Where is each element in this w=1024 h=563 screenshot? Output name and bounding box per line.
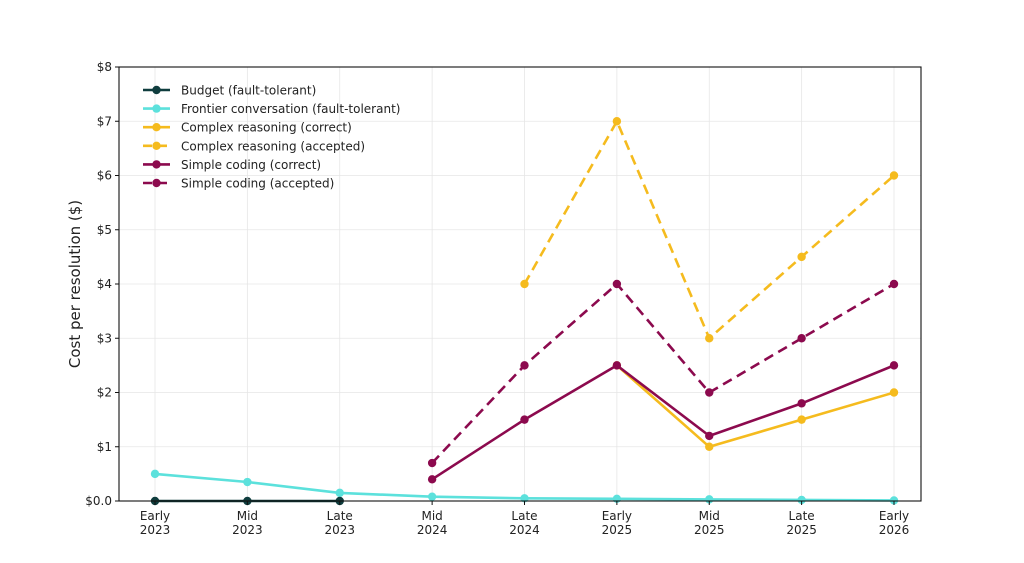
- data-point: [427, 458, 437, 468]
- series-3: [520, 117, 899, 343]
- data-point: [520, 361, 529, 370]
- x-tick-label: Mid 2025: [694, 509, 725, 537]
- series-line: [431, 282, 895, 464]
- x-tick-label-line: 2024: [417, 523, 448, 537]
- y-tick-label: $8: [97, 60, 112, 74]
- x-tick-label: Early 2025: [602, 509, 633, 537]
- x-tick-label-line: 2025: [694, 523, 725, 537]
- data-point: [150, 469, 160, 479]
- series-5: [427, 279, 899, 468]
- legend-swatch-marker: [152, 123, 161, 132]
- data-point: [612, 361, 622, 370]
- data-point: [797, 415, 806, 424]
- data-point: [889, 388, 899, 397]
- x-tick-label-line: 2023: [324, 523, 355, 537]
- data-point: [797, 399, 806, 408]
- y-tick-label: $1: [97, 440, 112, 454]
- x-tick-label-line: 2026: [879, 523, 910, 537]
- data-point: [612, 117, 622, 126]
- data-point: [520, 279, 529, 289]
- y-tick-label: $4: [97, 277, 112, 291]
- legend-label: Simple coding (correct): [181, 158, 321, 172]
- data-point: [797, 252, 806, 262]
- legend-item: Simple coding (accepted): [143, 177, 334, 191]
- legend-swatch-marker: [152, 160, 161, 169]
- legend-swatch-marker: [152, 141, 161, 150]
- x-tick-label-line: Early: [602, 509, 632, 523]
- y-tick-label: $6: [97, 169, 112, 183]
- x-tick-label-line: Mid: [421, 509, 442, 523]
- data-point: [797, 495, 806, 505]
- x-tick-label-line: Mid: [237, 509, 258, 523]
- x-tick-label: Late 2024: [509, 509, 540, 537]
- x-tick-label: Mid 2024: [417, 509, 448, 537]
- x-tick-label-line: Early: [879, 509, 909, 523]
- legend-swatch-marker: [152, 85, 161, 95]
- y-tick-label: $3: [97, 331, 112, 345]
- x-tick-label-line: Late: [327, 509, 353, 523]
- data-point: [797, 334, 806, 343]
- legend-label: Budget (fault-tolerant): [181, 84, 316, 98]
- y-tick-label: $5: [97, 223, 112, 237]
- legend-swatch-marker: [152, 104, 161, 113]
- data-point: [705, 388, 714, 397]
- x-tick-label-line: Late: [511, 509, 537, 523]
- legend-item: Simple coding (correct): [143, 158, 321, 172]
- legend-label: Complex reasoning (correct): [181, 121, 352, 135]
- data-point: [335, 488, 344, 498]
- x-tick-label-line: Late: [789, 509, 815, 523]
- x-tick-label-line: 2024: [509, 523, 540, 537]
- x-tick-label-line: Early: [140, 509, 170, 523]
- x-tick-label-line: 2023: [232, 523, 263, 537]
- legend-label: Simple coding (accepted): [181, 177, 334, 191]
- series-4: [427, 361, 899, 484]
- series-line: [616, 364, 895, 449]
- legend-item: Frontier conversation (fault-tolerant): [143, 102, 400, 116]
- x-tick-label-line: Mid: [699, 509, 720, 523]
- legend-label: Frontier conversation (fault-tolerant): [181, 102, 400, 116]
- data-point: [705, 334, 714, 343]
- series-lines: [150, 117, 899, 506]
- data-point: [705, 431, 714, 441]
- data-point: [520, 494, 529, 503]
- data-point: [612, 279, 622, 289]
- data-point: [427, 475, 437, 484]
- series-line: [431, 364, 895, 481]
- legend-label: Complex reasoning (accepted): [181, 139, 365, 153]
- x-tick-label: Late 2025: [786, 509, 817, 537]
- data-point: [889, 171, 899, 180]
- data-point: [520, 415, 529, 424]
- data-point: [889, 361, 899, 370]
- y-axis: $0.0 $1 $2 $3 $4 $5 $6 $7 $8: [85, 60, 119, 508]
- y-axis-title: Cost per resolution ($): [66, 200, 84, 368]
- x-tick-label-line: 2023: [140, 523, 171, 537]
- data-point: [889, 279, 899, 289]
- y-tick-label: $7: [97, 114, 112, 128]
- legend: Budget (fault-tolerant) Frontier conversa…: [143, 84, 400, 191]
- legend-item: Complex reasoning (correct): [143, 121, 352, 135]
- y-tick-label: $2: [97, 386, 112, 400]
- x-tick-label: Late 2023: [324, 509, 355, 537]
- data-point: [427, 492, 437, 501]
- x-tick-label-line: 2025: [786, 523, 817, 537]
- x-tick-label: Early 2026: [879, 509, 910, 537]
- series-2: [612, 361, 899, 451]
- data-point: [243, 477, 252, 487]
- data-point: [705, 442, 714, 451]
- legend-item: Budget (fault-tolerant): [143, 84, 316, 98]
- legend-swatch-marker: [152, 178, 161, 188]
- x-tick-label: Mid 2023: [232, 509, 263, 537]
- x-tick-label-line: 2025: [602, 523, 633, 537]
- x-tick-label: Early 2023: [140, 509, 171, 537]
- y-tick-label: $0.0: [85, 494, 112, 508]
- legend-item: Complex reasoning (accepted): [143, 139, 365, 153]
